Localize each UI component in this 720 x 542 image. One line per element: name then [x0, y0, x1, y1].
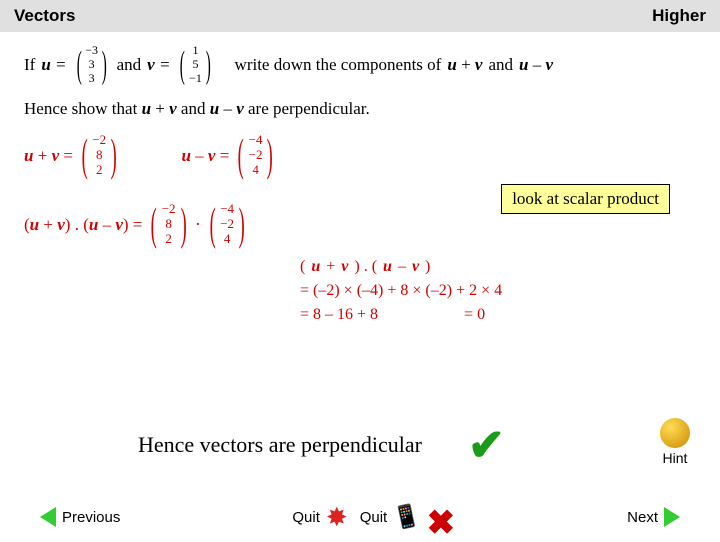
and-2: and	[488, 55, 513, 75]
quit-button-2[interactable]: Quit 📱 ✖	[360, 504, 455, 530]
write-text: write down the components of	[235, 55, 442, 75]
dot-title: (u + v) . (u – v)	[300, 258, 502, 276]
u-minus-v-eq: u – v = ( −4−24 )	[181, 133, 277, 178]
quit-button-1[interactable]: Quit ✸	[292, 504, 347, 530]
quit-2-label: Quit	[360, 509, 388, 526]
phone-icon: 📱	[391, 501, 423, 532]
next-button[interactable]: Next	[627, 507, 680, 527]
hint-highlight-box: look at scalar product	[501, 184, 670, 214]
hint-label: Hint	[663, 450, 688, 466]
previous-button[interactable]: Previous	[40, 507, 120, 527]
check-icon: ✔	[468, 420, 505, 471]
star-icon: ✸	[326, 504, 348, 530]
sum-vectors-row: u + v = ( −282 ) u – v = ( −4−24 )	[24, 133, 696, 178]
quit-1-label: Quit	[292, 509, 320, 526]
v-vector: ( 15−1 )	[176, 44, 214, 85]
if-text: If	[24, 55, 35, 75]
umv-2: u – v	[210, 99, 248, 118]
upv-2: u + v	[142, 99, 181, 118]
v-equals: v =	[147, 55, 170, 75]
nav-bar: Previous Quit ✸ Quit 📱 ✖ Next	[0, 504, 720, 530]
header-bar: Vectors Higher	[0, 0, 720, 32]
u-vector: ( −333 )	[73, 44, 111, 85]
calc-simplify: = 8 – 16 + 8 = 0	[300, 306, 502, 324]
u-equals: u =	[41, 55, 66, 75]
conclusion-text: Hence vectors are perpendicular	[100, 432, 460, 458]
content-area: If u = ( −333 ) and v = ( 15−1 ) write d…	[0, 32, 720, 279]
upv-1: u + v	[447, 55, 482, 75]
problem-line-2: Hence show that u + v and u – v are perp…	[24, 99, 696, 119]
dot-lhs: (u + v) . (u – v) = ( −282 ) · ( −4−24 )	[24, 202, 249, 247]
level-label: Higher	[652, 6, 706, 26]
hint-ball-icon	[660, 418, 690, 448]
x-icon: ✖	[427, 515, 456, 532]
calculation-block: (u + v) . (u – v) = (–2) × (–4) + 8 × (–…	[300, 258, 502, 330]
hint-button[interactable]: Hint	[660, 418, 690, 466]
arrow-left-icon	[40, 507, 56, 527]
u-plus-v-eq: u + v = ( −282 )	[24, 133, 121, 178]
next-label: Next	[627, 509, 658, 526]
previous-label: Previous	[62, 509, 120, 526]
arrow-right-icon	[664, 507, 680, 527]
topic-title: Vectors	[14, 6, 75, 26]
umv-1: u – v	[519, 55, 553, 75]
problem-line-1: If u = ( −333 ) and v = ( 15−1 ) write d…	[24, 44, 696, 85]
calc-expand: = (–2) × (–4) + 8 × (–2) + 2 × 4	[300, 282, 502, 300]
and-1: and	[117, 55, 142, 75]
